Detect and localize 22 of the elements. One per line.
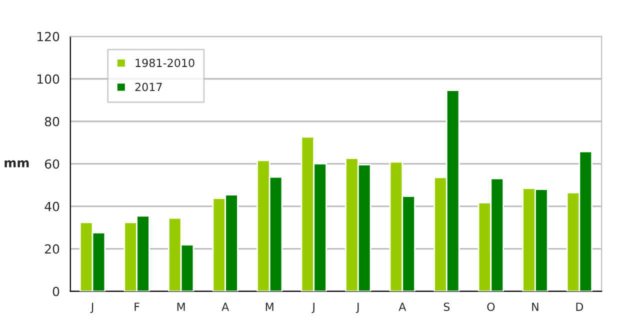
x-tick-label: M: [266, 302, 274, 311]
y-tick-label: 120: [37, 32, 60, 42]
x-tick-label: J: [90, 302, 94, 314]
x-tick-label: M: [177, 302, 185, 311]
y-tick-label: 0: [52, 286, 60, 296]
x-tick-label: F: [134, 302, 140, 311]
legend-label: 1981-2010: [136, 58, 194, 68]
x-tick-label: S: [444, 302, 450, 311]
x-tick-label: D: [576, 302, 584, 311]
legend-label: 2017: [135, 82, 162, 92]
x-tick-label: A: [398, 302, 406, 311]
x-tick-label: J: [356, 302, 359, 314]
x-tick-label: N: [532, 302, 538, 311]
x-tick-label: O: [487, 302, 495, 311]
y-tick-label: 100: [37, 74, 60, 84]
y-axis-title: mm: [4, 160, 29, 168]
y-tick-label: 80: [44, 116, 60, 126]
y-tick-label: 20: [44, 244, 60, 254]
y-tick-label: 60: [44, 159, 60, 169]
x-tick-label: A: [222, 302, 230, 311]
y-tick-label: 40: [44, 202, 60, 212]
x-tick-label: J: [312, 302, 314, 314]
